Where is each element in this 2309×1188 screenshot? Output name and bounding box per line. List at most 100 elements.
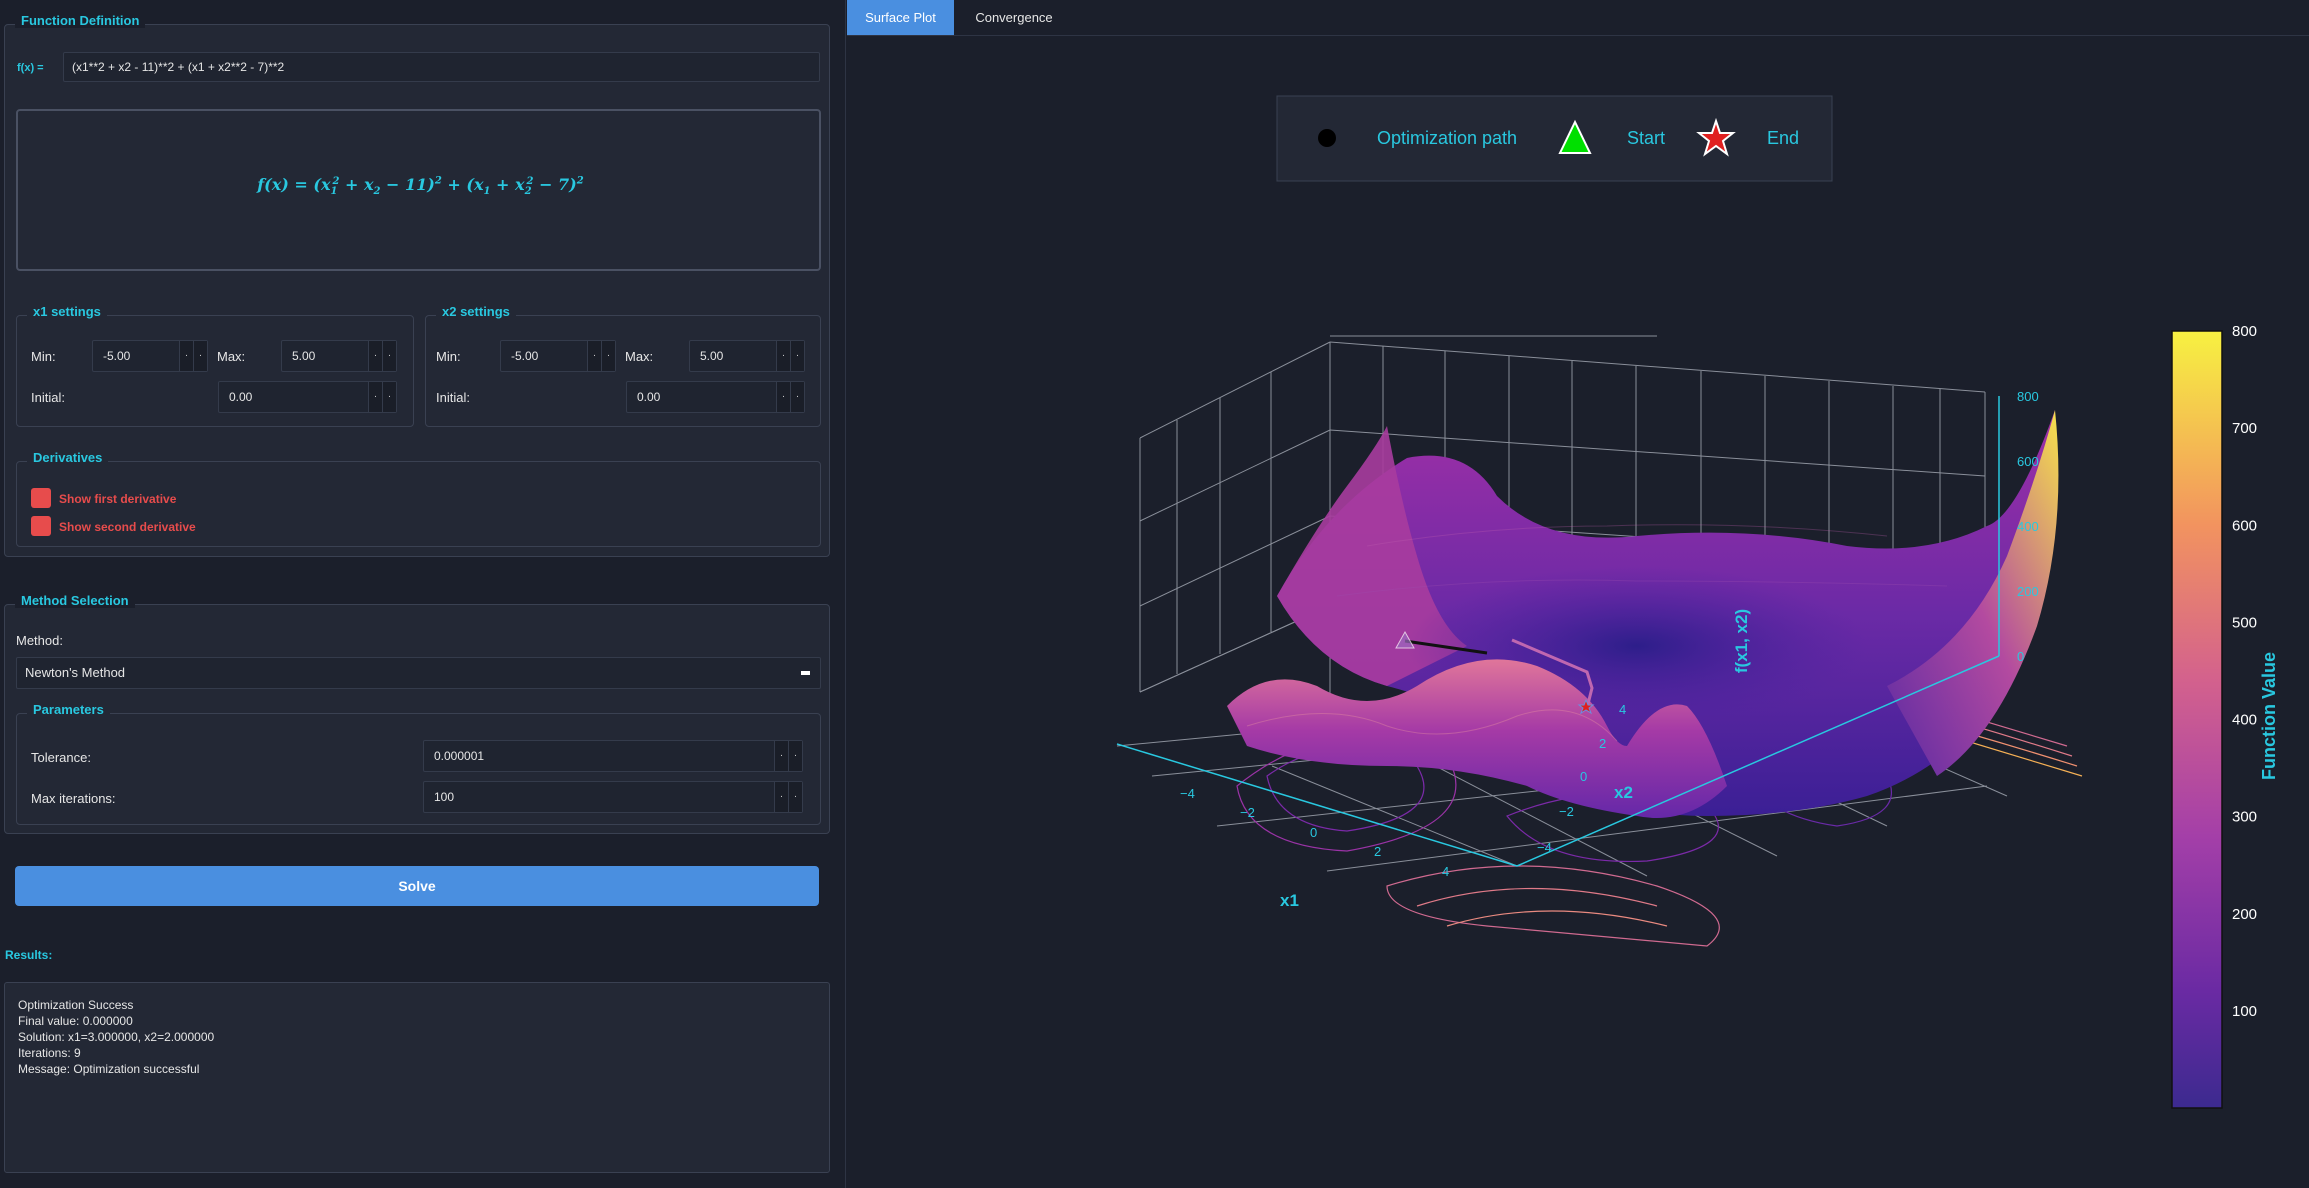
path-marker-icon [1318, 129, 1336, 147]
solve-button[interactable]: Solve [15, 866, 819, 906]
results-line: Final value: 0.000000 [18, 1014, 133, 1028]
x2-initial-spinbox[interactable]: 0.00 · · [626, 381, 805, 413]
colorbar-tick-label: 200 [2232, 906, 2257, 923]
x2-max-down-arrow[interactable]: · [776, 341, 790, 371]
x2-initial-down-arrow[interactable]: · [776, 382, 790, 412]
contour-line [1446, 910, 1668, 927]
x2-tick-label: −2 [1559, 804, 1574, 819]
x1-tick-label: 0 [1310, 825, 1317, 840]
x2-min-value: -5.00 [511, 349, 539, 363]
rendered-formula: f(x) = (x12 + x2 − 11)2 + (x1 + x22 − 7)… [257, 175, 584, 198]
method-dropdown[interactable]: Newton's Method [16, 657, 821, 689]
x2-initial-value: 0.00 [637, 390, 661, 404]
parameters-title: Parameters [27, 702, 110, 717]
x1-max-value: 5.00 [292, 349, 316, 363]
x1-initial-spinbox[interactable]: 0.00 · · [218, 381, 397, 413]
x2-max-up-arrow[interactable]: · [790, 341, 804, 371]
method-selected-value: Newton's Method [25, 665, 126, 680]
grid-line [1271, 765, 1518, 867]
z-tick-label: 400 [2017, 519, 2039, 534]
tab-surface-plot[interactable]: Surface Plot [847, 0, 954, 35]
parameters-group: Parameters Tolerance: 0.000001 · · Max i… [16, 702, 821, 825]
surface-plot[interactable]: Optimization path Start End [847, 36, 2309, 1188]
tolerance-up-arrow[interactable]: · [788, 741, 802, 771]
method-label: Method: [16, 633, 63, 648]
grid-line [1329, 429, 1986, 477]
function-definition-title: Function Definition [15, 13, 146, 28]
results-line: Optimization Success [18, 998, 134, 1012]
tolerance-value: 0.000001 [434, 749, 485, 763]
x1-axis-label: x1 [1280, 891, 1299, 910]
x2-max-spinbox[interactable]: 5.00 · · [689, 340, 805, 372]
x1-min-down-arrow[interactable]: · [179, 341, 193, 371]
results-line: Iterations: 9 [18, 1046, 81, 1060]
function-input[interactable]: (x1**2 + x2 - 11)**2 + (x1 + x2**2 - 7)*… [63, 52, 820, 82]
results-line: Solution: x1=3.000000, x2=2.000000 [18, 1030, 215, 1044]
surface-mesh [1227, 410, 2059, 818]
max-iterations-up-arrow[interactable]: · [788, 782, 802, 812]
legend-box [1276, 95, 1833, 182]
x1-tick-label: −4 [1180, 786, 1195, 801]
x1-initial-up-arrow[interactable]: · [382, 382, 396, 412]
function-definition-group: Function Definition f(x) = (x1**2 + x2 -… [4, 13, 830, 557]
mesh-line [1246, 709, 1618, 742]
legend-start-label: Start [1627, 128, 1665, 148]
formula-lhs: f(x) = [257, 175, 314, 194]
plot-legend: Optimization path Start End [1276, 95, 1833, 182]
x2-tick-label: 2 [1599, 736, 1606, 751]
x1-initial-label: Initial: [31, 390, 65, 405]
results-output: Optimization Success Final value: 0.0000… [4, 982, 830, 1173]
colorbar: 100 200 300 400 500 600 700 800 Function… [2171, 323, 2279, 1109]
x1-initial-down-arrow[interactable]: · [368, 382, 382, 412]
x2-tick-label: 4 [1619, 702, 1626, 717]
second-derivative-label[interactable]: Show second derivative [59, 520, 196, 534]
surface-front-ridge [1227, 659, 1727, 818]
colorbar-gradient [2171, 330, 2223, 1109]
z-tick-label: 200 [2017, 584, 2039, 599]
x1-max-down-arrow[interactable]: · [368, 341, 382, 371]
first-derivative-checkbox[interactable] [31, 488, 51, 508]
x2-min-up-arrow[interactable]: · [601, 341, 615, 371]
max-iterations-spinbox[interactable]: 100 · · [423, 781, 803, 813]
fx-label: f(x) = [17, 62, 44, 74]
path-line-segment [1511, 638, 1594, 709]
z-tick-label: 800 [2017, 389, 2039, 404]
max-iterations-down-arrow[interactable]: · [774, 782, 788, 812]
grid-line [1139, 429, 1331, 522]
grid-line [1139, 515, 1331, 607]
results-title: Results: [5, 948, 53, 962]
colorbar-tick-label: 700 [2232, 420, 2257, 437]
x2-initial-up-arrow[interactable]: · [790, 382, 804, 412]
x1-max-up-arrow[interactable]: · [382, 341, 396, 371]
derivatives-title: Derivatives [27, 450, 109, 465]
z-tick-label: 0 [2017, 649, 2024, 664]
tolerance-spinbox[interactable]: 0.000001 · · [423, 740, 803, 772]
tolerance-label: Tolerance: [31, 750, 91, 765]
x2-min-spinbox[interactable]: -5.00 · · [500, 340, 616, 372]
x2-initial-label: Initial: [436, 390, 470, 405]
contour-line [1416, 887, 1658, 907]
surface-right-wall [1887, 410, 2059, 776]
colorbar-tick-label: 100 [2232, 1003, 2257, 1020]
x2-min-label: Min: [436, 349, 461, 364]
x1-settings-group: x1 settings Min: -5.00 · · Max: 5.00 · ·… [16, 304, 414, 427]
first-derivative-label[interactable]: Show first derivative [59, 492, 177, 506]
x2-axis-line [1516, 655, 2000, 867]
second-derivative-checkbox[interactable] [31, 516, 51, 536]
max-iterations-value: 100 [434, 790, 455, 804]
x1-max-spinbox[interactable]: 5.00 · · [281, 340, 397, 372]
colorbar-tick-label: 500 [2232, 614, 2257, 631]
colorbar-tick-label: 600 [2232, 517, 2257, 534]
tolerance-down-arrow[interactable]: · [774, 741, 788, 771]
plot-panel: Surface Plot Convergence [847, 0, 2309, 1188]
x1-min-up-arrow[interactable]: · [193, 341, 207, 371]
method-selection-title: Method Selection [15, 593, 135, 608]
x1-axis-line [1116, 743, 1518, 867]
x1-min-spinbox[interactable]: -5.00 · · [92, 340, 208, 372]
x1-tick-label: −2 [1240, 805, 1255, 820]
z-tick-label: 600 [2017, 454, 2039, 469]
tab-convergence[interactable]: Convergence [975, 10, 1053, 25]
dropdown-arrow-icon[interactable] [801, 671, 810, 675]
x2-min-down-arrow[interactable]: · [587, 341, 601, 371]
colorbar-title: Function Value [2259, 652, 2279, 780]
